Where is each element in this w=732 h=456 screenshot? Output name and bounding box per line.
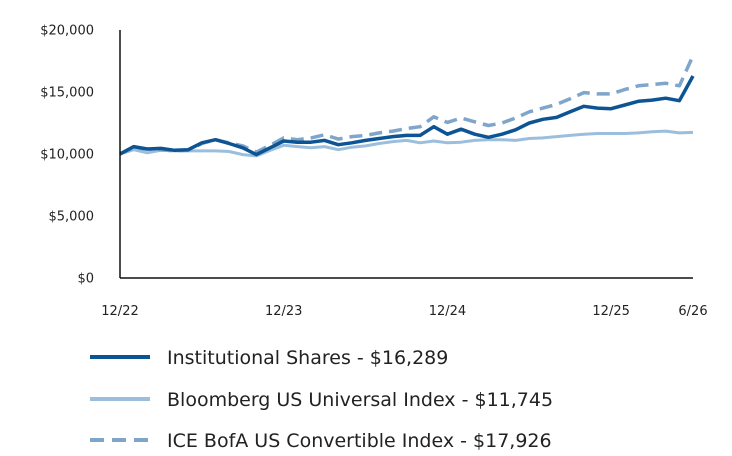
- x-tick-label: 12/22: [101, 304, 138, 319]
- x-tick-label: 12/23: [265, 304, 302, 319]
- series-line-2: [119, 54, 695, 156]
- series-line-1: [119, 129, 694, 158]
- series-lines: [119, 54, 695, 158]
- legend: Institutional Shares - $16,289 Bloomberg …: [90, 347, 553, 452]
- y-tick-label: $15,000: [40, 86, 94, 101]
- y-tick-label: $10,000: [40, 148, 94, 163]
- series-line-0: [119, 75, 695, 157]
- x-tick-label: 12/25: [592, 304, 629, 319]
- legend-label-2: ICE BofA US Convertible Index - $17,926: [167, 430, 552, 452]
- legend-label-1: Bloomberg US Universal Index - $11,745: [167, 389, 553, 411]
- y-tick-label: $20,000: [40, 24, 94, 39]
- legend-label-0: Institutional Shares - $16,289: [167, 347, 448, 369]
- x-tick-label: 12/24: [429, 304, 466, 319]
- y-tick-label: $5,000: [49, 210, 95, 225]
- x-tick-label: 6/26: [678, 304, 707, 319]
- x-axis-ticks: 12/22 12/23 12/24 12/25 6/26: [101, 304, 707, 319]
- y-tick-label: $0: [77, 272, 94, 287]
- y-axis-ticks: $0 $5,000 $10,000 $15,000 $20,000: [40, 24, 94, 287]
